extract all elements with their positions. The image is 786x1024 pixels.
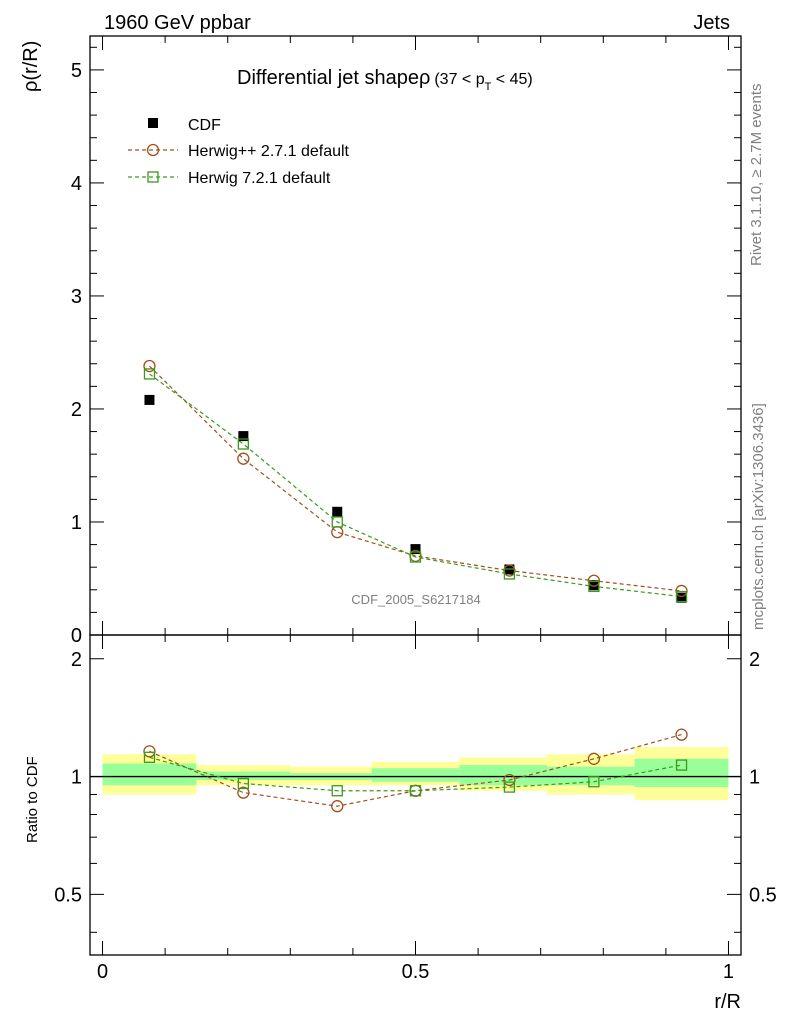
ratio-data-point: [331, 800, 344, 813]
main-data-point: [588, 580, 600, 593]
ratio-data-point: [331, 785, 343, 797]
main-data-point: [237, 452, 250, 465]
x-tick-label: 1: [723, 961, 734, 983]
green-band-bin: [102, 763, 197, 786]
main-series-markers: [143, 359, 688, 603]
green-band-bin: [196, 771, 291, 780]
ratio-y-tick-label: 0.5: [54, 884, 82, 906]
ratio-y-tick-labels: 0.5 0.5 1 1 2 2: [54, 649, 777, 907]
ratio-data-point: [143, 745, 156, 758]
main-data-point: [676, 592, 687, 603]
main-data-point: [503, 568, 516, 580]
analysis-watermark: CDF_2005_S6217184: [351, 592, 480, 607]
legend-marker-herwig7: [147, 171, 159, 183]
main-axis-ticks: [90, 36, 741, 636]
ratio-series-line: [149, 756, 682, 792]
main-data-point: [332, 506, 343, 517]
title-cut-sub: T: [485, 81, 492, 93]
mcplots-label: mcplots.cern.ch [arXiv:1306.3436]: [750, 403, 767, 630]
legend-entry-herwigpp: Herwig++ 2.7.1 default: [128, 143, 350, 160]
main-data-point: [588, 580, 599, 591]
main-data-point: [409, 551, 422, 563]
header-left: 1960 GeV ppbar: [104, 12, 251, 34]
main-data-point: [410, 544, 421, 555]
main-data-point: [237, 438, 250, 450]
green-band-bin: [371, 768, 460, 782]
title-main: Differential jet shapeρ: [237, 67, 430, 89]
main-y-tick-label: 2: [71, 399, 82, 421]
x-tick-label: 0.5: [402, 961, 430, 983]
x-axis-label: r/R: [714, 991, 741, 1013]
main-data-point: [331, 516, 343, 528]
ratio-data-point: [237, 786, 250, 799]
legend-marker-herwigpp: [146, 143, 160, 157]
ratio-y-label: Ratio to CDF: [24, 756, 41, 843]
legend-label-herwigpp: Herwig++ 2.7.1 default: [188, 143, 350, 160]
ratio-data-point: [237, 777, 250, 790]
legend: CDF Herwig++ 2.7.1 default Herwig 7.2.1 …: [128, 117, 350, 187]
ratio-series-lines: [149, 734, 682, 807]
legend-entry-herwig7: Herwig 7.2.1 default: [128, 170, 331, 187]
main-y-tick-labels: 0 1 2 3 4 5: [71, 60, 82, 647]
ratio-data-point: [143, 751, 156, 763]
ratio-data-point: [587, 752, 601, 765]
ratio-data-point: [675, 759, 688, 771]
main-title: Differential jet shapeρ (37 < pT < 45): [237, 67, 533, 93]
green-band-bin: [634, 758, 729, 788]
legend-label-cdf: CDF: [188, 117, 221, 134]
ratio-data-point: [409, 785, 422, 797]
header-right: Jets: [693, 12, 730, 34]
ratio-data-point: [503, 773, 516, 787]
main-plot: 0 1 2 3 4 5 Differential jet shapeρ (37 < pT <…: [20, 35, 742, 647]
ratio-y-tick-label-right: 1: [749, 767, 760, 789]
ratio-axis-ticks: [90, 635, 741, 955]
x-tick-labels: 0 0.5 1: [97, 961, 734, 983]
ratio-y-tick-label-right: 2: [749, 649, 760, 671]
legend-marker-cdf: [148, 118, 158, 128]
main-data-point: [143, 359, 156, 373]
rivet-label: Rivet 3.1.10, ≥ 2.7M events: [748, 84, 765, 267]
ratio-plot: 0.5 0.51 12 2 0 0.5 1 Ratio to CDF r/R: [24, 634, 777, 1013]
ratio-y-tick-label-right: 0.5: [749, 884, 777, 906]
legend-label-herwig7: Herwig 7.2.1 default: [188, 170, 331, 187]
legend-entry-cdf: CDF: [148, 117, 221, 134]
x-tick-label: 0: [97, 961, 108, 983]
main-data-point: [238, 431, 249, 442]
main-data-point: [587, 574, 601, 587]
ratio-y-tick-label: 2: [71, 649, 82, 671]
main-y-label: ρ(r/R): [20, 41, 42, 92]
main-series-line: [149, 373, 682, 598]
main-y-tick-label: 0: [71, 625, 82, 647]
main-data-point: [331, 526, 344, 539]
main-data-point: [675, 590, 688, 603]
ratio-data-point: [588, 776, 600, 788]
ratio-series-line: [149, 734, 682, 807]
main-data-point: [675, 584, 688, 598]
ratio-data-point: [675, 728, 688, 741]
main-y-tick-label: 4: [71, 173, 82, 195]
main-data-point: [143, 368, 156, 380]
ratio-y-tick-label: 1: [71, 767, 82, 789]
main-y-tick-label: 5: [71, 60, 82, 82]
title-cut-close: < 45): [491, 71, 532, 88]
main-y-tick-label: 3: [71, 286, 82, 308]
main-y-tick-label: 1: [71, 512, 82, 534]
main-data-point: [144, 394, 155, 405]
title-cut-open: (37 < p: [434, 71, 484, 88]
green-band-bin: [459, 765, 547, 786]
ratio-data-point: [503, 781, 516, 793]
ratio-series-markers: [143, 728, 688, 813]
